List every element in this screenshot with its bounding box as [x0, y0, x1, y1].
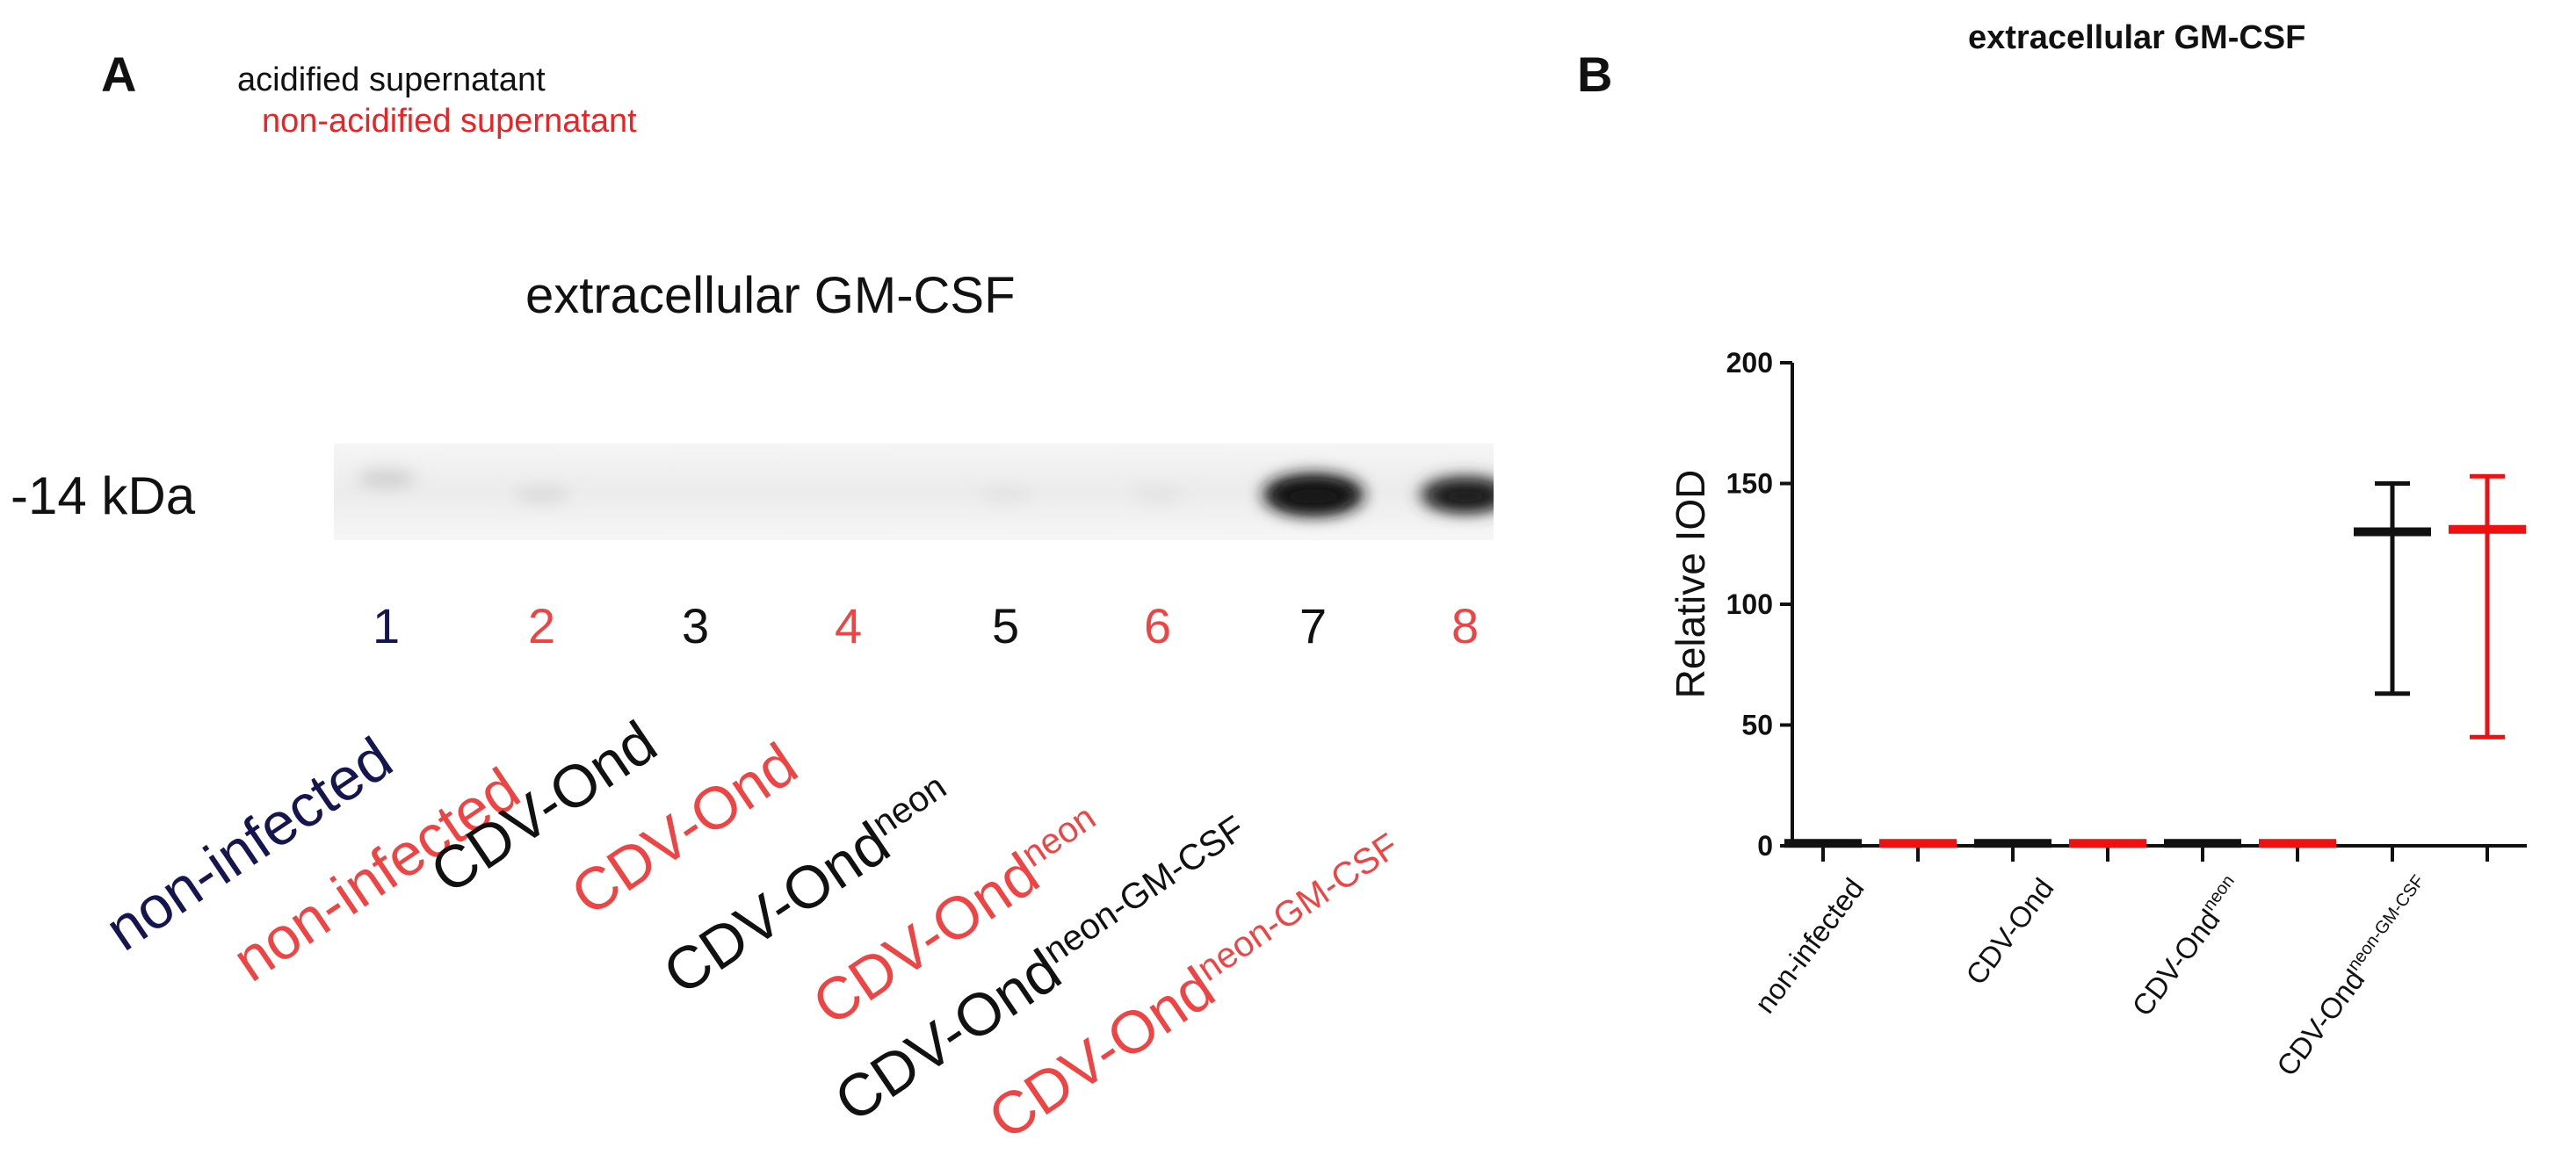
x-category-label-superscript: neon-GM-CSF	[2344, 871, 2428, 974]
blot-band-2	[514, 487, 570, 502]
lane-number-6: 6	[1144, 598, 1172, 653]
legend-non-acidified: non-acidified supernatant	[262, 103, 637, 140]
blot-band-core-7	[1277, 484, 1350, 509]
x-category-label: CDV-Ond	[1959, 872, 2060, 991]
lane-number-4: 4	[835, 598, 863, 653]
molecular-weight-marker: -14 kDa	[11, 466, 196, 525]
y-tick-label: 100	[1726, 588, 1773, 620]
panel-b-title: extracellular GM-CSF	[1968, 19, 2306, 56]
lane-number-5: 5	[992, 598, 1020, 653]
lane-number-7: 7	[1299, 598, 1328, 653]
panel-a-letter: A	[101, 47, 137, 102]
lane-number-3: 3	[682, 598, 710, 653]
lane-number-2: 2	[528, 598, 556, 653]
blot-band-6	[1131, 487, 1185, 502]
western-blot-image	[334, 444, 1494, 540]
legend-acidified: acidified supernatant	[237, 61, 546, 98]
x-category-label-text: non-infected	[1748, 872, 1870, 1019]
y-axis-label: Relative IOD	[1668, 470, 1713, 699]
x-category-label-text: CDV-Ond	[2125, 903, 2226, 1021]
x-category-label-text: CDV-Ond	[2270, 963, 2371, 1082]
x-category-label-superscript: neon	[2199, 871, 2238, 914]
y-tick-label: 150	[1726, 468, 1773, 500]
x-category-label-text: CDV-Ond	[1959, 872, 2060, 991]
x-category-label: CDV-Ondneon	[2124, 871, 2249, 1021]
y-tick-label: 50	[1741, 710, 1773, 741]
blot-band-core-8	[1432, 485, 1494, 508]
x-category-label: CDV-Ondneon-GM-CSF	[2269, 871, 2440, 1081]
x-category-label: non-infected	[1748, 872, 1870, 1019]
y-tick-label: 200	[1726, 347, 1773, 379]
blot-band-1	[357, 470, 416, 487]
blot-band-5	[979, 487, 1033, 502]
y-tick-label: 0	[1757, 830, 1773, 862]
panel-b-letter: B	[1577, 47, 1613, 102]
lane-number-8: 8	[1451, 598, 1480, 653]
lane-number-1: 1	[373, 598, 401, 653]
blot-title: extracellular GM-CSF	[525, 267, 1016, 324]
